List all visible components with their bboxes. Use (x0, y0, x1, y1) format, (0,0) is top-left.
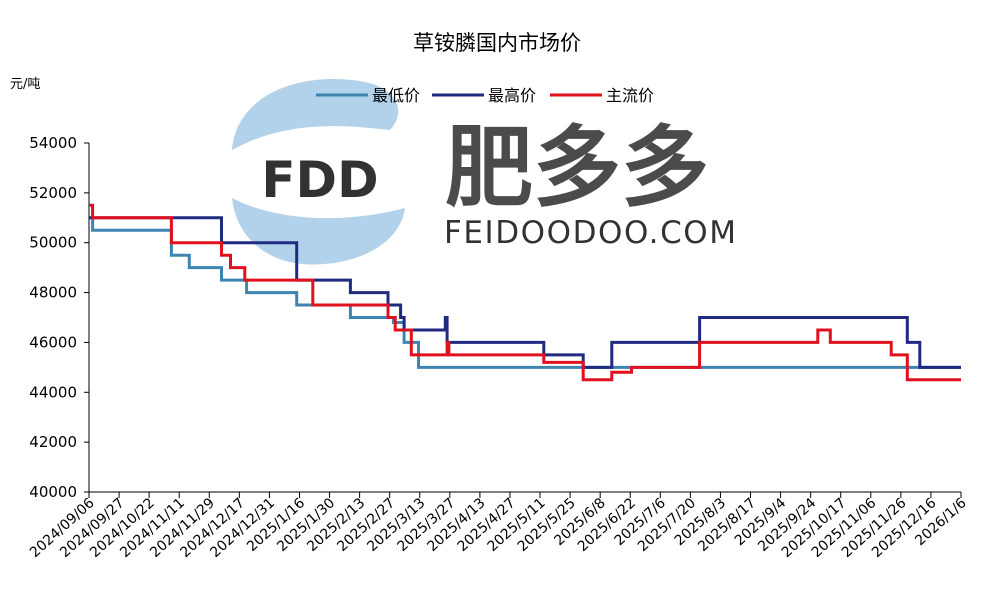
series-layer (89, 203, 961, 382)
feidoodoo-watermark: FDD 肥多多 FEIDOODOO.COM (232, 79, 736, 265)
y-axis-unit-label: 元/吨 (10, 77, 40, 92)
legend-label-2: 最高价 (488, 86, 536, 105)
y-axis: 40000 42000 44000 46000 48000 50000 52000 54000 (29, 134, 90, 501)
legend-label-1: 最低价 (372, 86, 420, 105)
watermark-logo-swoosh-top (232, 79, 399, 150)
watermark-logo-text: FDD (261, 151, 378, 209)
watermark-brand-en: FEIDOODOO.COM (444, 215, 736, 251)
chart-title: 草铵膦国内市场价 (413, 31, 581, 55)
watermark-brand-cn: 肥多多 (445, 116, 709, 219)
legend-label-3: 主流价 (606, 86, 654, 105)
watermark-logo-swoosh-bottom (232, 198, 405, 265)
y-tick-label: 48000 (29, 284, 77, 302)
y-tick-label: 54000 (29, 134, 77, 152)
legend: 最低价 最高价 主流价 (316, 86, 654, 105)
series-line-3 (89, 203, 961, 382)
y-tick-label: 50000 (29, 234, 77, 252)
y-tick-label: 44000 (29, 383, 77, 401)
series-line-2 (89, 216, 961, 369)
y-tick-label: 42000 (29, 433, 77, 451)
y-tick-label: 52000 (29, 184, 77, 202)
y-tick-label: 40000 (29, 483, 77, 501)
y-tick-label: 46000 (29, 333, 77, 351)
x-axis: 2024/09/062024/09/272024/10/222024/11/11… (27, 491, 970, 561)
